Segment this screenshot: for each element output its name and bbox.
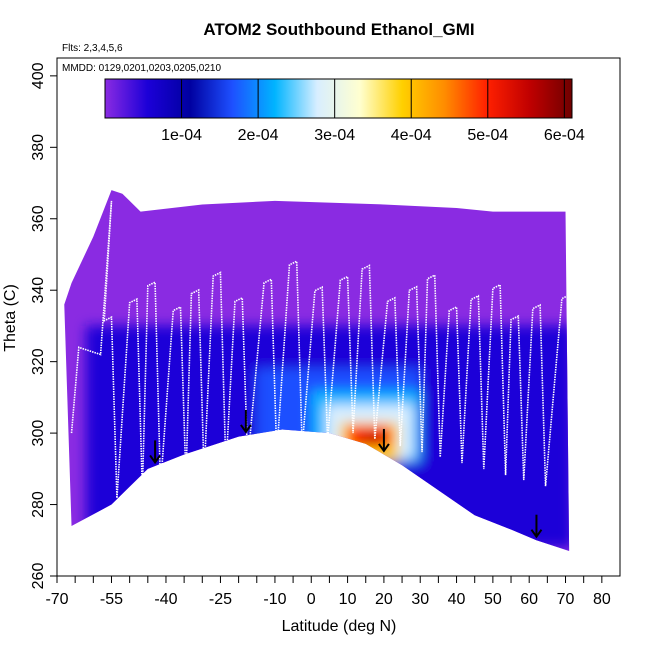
y-tick-label: 400 <box>30 62 47 89</box>
chart-title: ATOM2 Southbound Ethanol_GMI <box>203 20 474 39</box>
x-tick-label: 0 <box>307 591 316 608</box>
y-axis: 260 280 300 320 340 360 380 400 <box>30 62 57 589</box>
y-tick-label: 320 <box>30 348 47 375</box>
colorbar-ramp <box>104 78 573 119</box>
x-axis-label: Latitude (deg N) <box>282 618 397 635</box>
colorbar-tick-label: 3e-04 <box>314 127 355 144</box>
colorbar-tick-label: 5e-04 <box>467 127 508 144</box>
x-tick-label: -40 <box>154 591 177 608</box>
x-tick-label: -10 <box>263 591 286 608</box>
x-tick-label: 20 <box>375 591 393 608</box>
colorbar-tick-label: 2e-04 <box>238 127 279 144</box>
plot-frame <box>56 57 621 577</box>
field-cell <box>362 433 384 444</box>
y-tick-label: 380 <box>30 134 47 161</box>
y-tick-label: 260 <box>30 563 47 590</box>
x-tick-label: 70 <box>557 591 575 608</box>
x-tick-label: -25 <box>209 591 232 608</box>
colorbar-tick-label: 6e-04 <box>544 127 585 144</box>
arrow-head <box>149 454 161 465</box>
y-axis-label: Theta (C) <box>2 284 19 352</box>
colorbar-ticks: 1e-04 2e-04 3e-04 4e-04 5e-04 6e-04 <box>161 79 585 144</box>
profile-arrows <box>149 409 543 539</box>
x-tick-label: 60 <box>520 591 538 608</box>
colorbar: 1e-04 2e-04 3e-04 4e-04 5e-04 6e-04 <box>104 78 585 144</box>
arrow-head <box>240 424 252 434</box>
arrow-head <box>530 529 543 539</box>
flight-tracks <box>70 200 576 499</box>
x-tick-label: -55 <box>100 591 123 608</box>
x-axis: -70 -55 -40 -25 -10 0 10 20 30 40 50 60 70 80 <box>45 576 611 608</box>
x-tick-label: 80 <box>593 591 611 608</box>
flight-track-line <box>70 200 576 499</box>
colorbar-tick-label: 1e-04 <box>161 127 202 144</box>
x-tick-label: 50 <box>484 591 502 608</box>
dates-annotation: MMDD: 0129,0201,0203,0205,0210 <box>62 63 221 74</box>
flights-annotation: Flts: 2,3,4,5,6 <box>62 43 123 54</box>
y-tick-label: 340 <box>30 277 47 304</box>
y-tick-label: 300 <box>30 420 47 447</box>
x-tick-label: 40 <box>448 591 466 608</box>
y-tick-label: 280 <box>30 491 47 518</box>
x-tick-label: 10 <box>339 591 357 608</box>
x-tick-label: -70 <box>45 591 68 608</box>
colorbar-tick-label: 4e-04 <box>391 127 432 144</box>
y-tick-label: 360 <box>30 205 47 232</box>
arrow-head <box>378 443 390 453</box>
x-tick-label: 30 <box>411 591 429 608</box>
